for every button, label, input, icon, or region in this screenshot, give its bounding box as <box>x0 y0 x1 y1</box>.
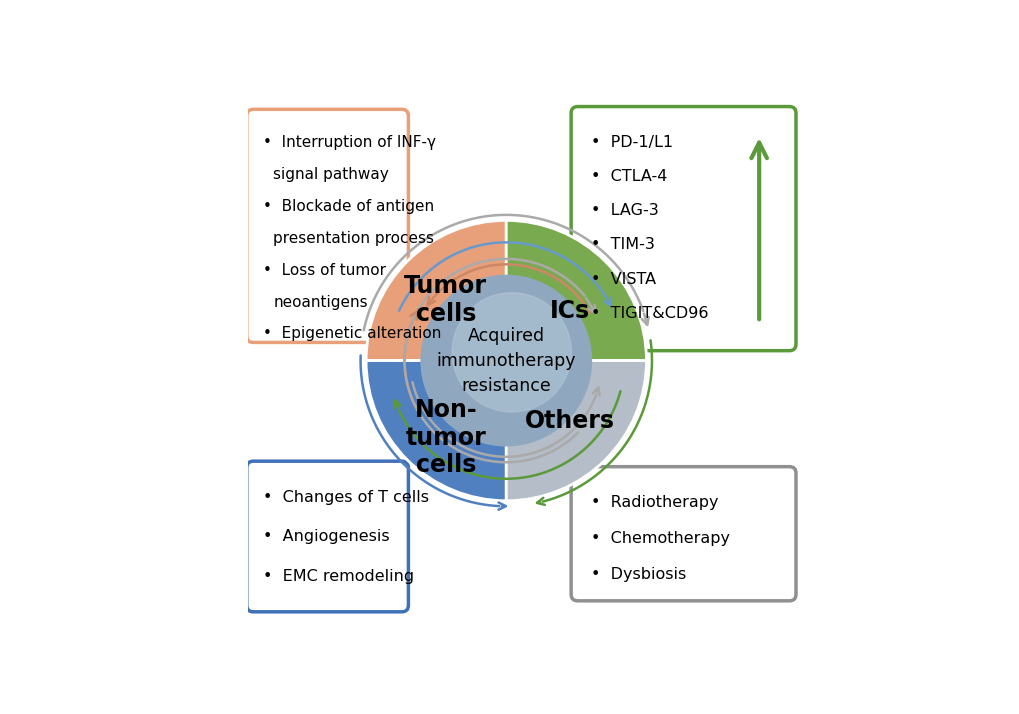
Text: neoantigens: neoantigens <box>273 295 368 310</box>
Text: •  Changes of T cells: • Changes of T cells <box>263 490 429 505</box>
Text: presentation process: presentation process <box>273 231 434 246</box>
Text: •  TIGIT&CD96: • TIGIT&CD96 <box>591 306 708 321</box>
Circle shape <box>421 276 591 446</box>
Text: Acquired
immunotherapy
resistance: Acquired immunotherapy resistance <box>436 326 576 395</box>
Text: ICs: ICs <box>549 299 589 323</box>
Wedge shape <box>505 361 646 501</box>
Text: •  Dysbiosis: • Dysbiosis <box>591 567 686 582</box>
Text: •  EMC remodeling: • EMC remodeling <box>263 569 414 584</box>
Text: •  Blockade of antigen: • Blockade of antigen <box>263 199 434 214</box>
Text: signal pathway: signal pathway <box>273 167 388 182</box>
Text: •  Epigenetic alteration: • Epigenetic alteration <box>263 326 441 341</box>
Text: •  Interruption of INF-γ: • Interruption of INF-γ <box>263 135 436 150</box>
Text: Tumor
cells: Tumor cells <box>404 274 487 326</box>
Text: •  LAG-3: • LAG-3 <box>591 203 658 218</box>
Wedge shape <box>366 361 505 501</box>
FancyBboxPatch shape <box>571 106 795 351</box>
Text: •  Chemotherapy: • Chemotherapy <box>591 531 730 546</box>
Text: Others: Others <box>524 409 613 433</box>
Text: •  Radiotherapy: • Radiotherapy <box>591 496 718 511</box>
Wedge shape <box>366 221 505 361</box>
Text: •  TIM-3: • TIM-3 <box>591 238 654 253</box>
FancyBboxPatch shape <box>247 109 408 343</box>
Text: •  PD-1/L1: • PD-1/L1 <box>591 135 673 150</box>
Text: •  Angiogenesis: • Angiogenesis <box>263 529 389 544</box>
Text: •  VISTA: • VISTA <box>591 271 656 286</box>
Text: •  Loss of tumor: • Loss of tumor <box>263 263 386 278</box>
Circle shape <box>451 293 571 412</box>
Text: Non-
tumor
cells: Non- tumor cells <box>405 398 486 478</box>
FancyBboxPatch shape <box>247 461 408 612</box>
Text: •  CTLA-4: • CTLA-4 <box>591 169 667 184</box>
FancyBboxPatch shape <box>571 467 795 600</box>
Wedge shape <box>505 221 646 361</box>
